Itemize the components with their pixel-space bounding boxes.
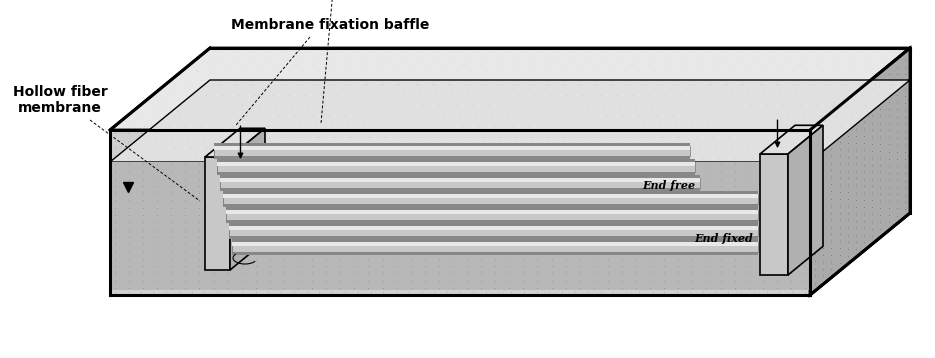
Polygon shape xyxy=(220,175,700,191)
Polygon shape xyxy=(110,48,910,130)
Polygon shape xyxy=(232,239,758,255)
Polygon shape xyxy=(223,194,758,198)
Polygon shape xyxy=(232,242,758,246)
Polygon shape xyxy=(220,178,700,182)
Polygon shape xyxy=(223,191,758,207)
Polygon shape xyxy=(788,125,823,275)
Polygon shape xyxy=(232,242,758,252)
Polygon shape xyxy=(220,178,700,188)
Polygon shape xyxy=(217,162,695,166)
Polygon shape xyxy=(229,223,758,239)
Polygon shape xyxy=(226,210,758,220)
Polygon shape xyxy=(214,146,690,150)
Polygon shape xyxy=(205,128,265,157)
Polygon shape xyxy=(760,154,788,275)
Text: End fixed: End fixed xyxy=(695,233,753,245)
Polygon shape xyxy=(205,157,230,270)
Polygon shape xyxy=(110,80,910,162)
Text: End free: End free xyxy=(641,179,695,190)
Polygon shape xyxy=(110,130,810,295)
Polygon shape xyxy=(214,146,690,156)
Text: Hollow fiber
membrane: Hollow fiber membrane xyxy=(13,85,108,115)
Polygon shape xyxy=(110,213,910,295)
Polygon shape xyxy=(230,128,265,270)
Polygon shape xyxy=(217,159,695,175)
Polygon shape xyxy=(217,162,695,172)
Polygon shape xyxy=(810,48,910,295)
Text: Membrane fixation baffle: Membrane fixation baffle xyxy=(231,18,429,32)
Polygon shape xyxy=(214,143,690,159)
Polygon shape xyxy=(223,194,758,204)
Polygon shape xyxy=(229,226,758,236)
Polygon shape xyxy=(226,210,758,214)
Polygon shape xyxy=(226,207,758,223)
Polygon shape xyxy=(760,125,823,154)
Polygon shape xyxy=(229,226,758,230)
Polygon shape xyxy=(110,162,810,290)
